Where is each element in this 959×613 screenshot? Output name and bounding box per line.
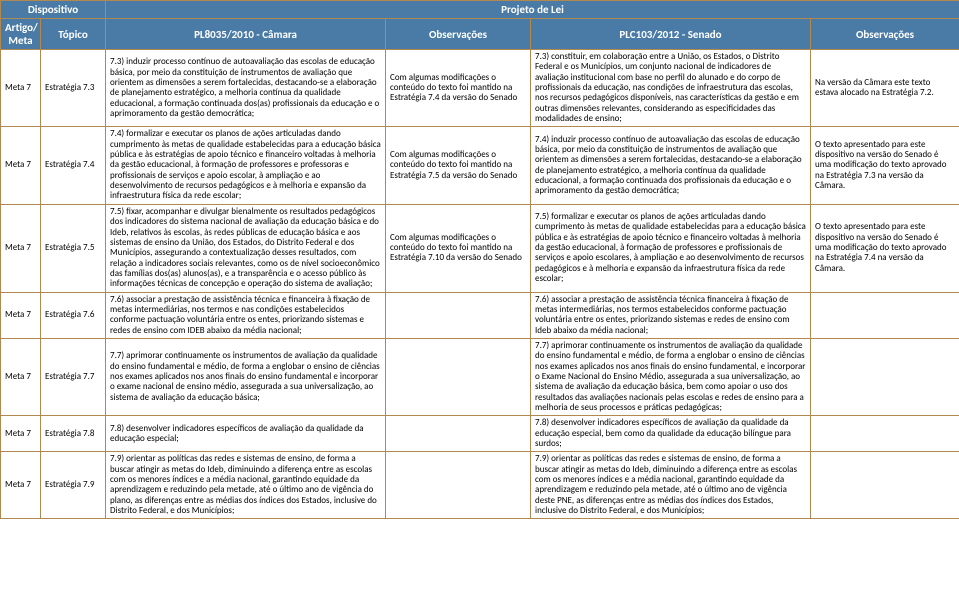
header-pl1: PL8035/2010 - Câmara <box>106 19 386 50</box>
table-row: Meta 7Estratégia 7.67.6) associar a pres… <box>1 292 959 338</box>
cell-obs1 <box>386 292 531 338</box>
cell-topico: Estratégia 7.6 <box>41 292 106 338</box>
cell-obs2 <box>811 452 959 519</box>
cell-pl2: 7.8) desenvolver indicadores específicos… <box>531 416 811 452</box>
table-row: Meta 7Estratégia 7.77.7) aprimorar conti… <box>1 338 959 415</box>
cell-artigo: Meta 7 <box>1 338 41 415</box>
cell-topico: Estratégia 7.7 <box>41 338 106 415</box>
cell-pl1: 7.6) associar a prestação de assistência… <box>106 292 386 338</box>
cell-obs2 <box>811 338 959 415</box>
cell-pl1: 7.7) aprimorar continuamente os instrume… <box>106 338 386 415</box>
header-dispositivo: Dispositivo <box>1 1 106 19</box>
cell-pl1: 7.5) fixar, acompanhar e divulgar bienal… <box>106 204 386 292</box>
cell-obs2: O texto apresentado para este dispositiv… <box>811 127 959 204</box>
cell-artigo: Meta 7 <box>1 204 41 292</box>
cell-artigo: Meta 7 <box>1 127 41 204</box>
cell-pl2: 7.9) orientar as políticas das redes e s… <box>531 452 811 519</box>
header-obs2: Observações <box>811 19 959 50</box>
cell-topico: Estratégia 7.9 <box>41 452 106 519</box>
cell-pl1: 7.4) formalizar e executar os planos de … <box>106 127 386 204</box>
header-pl2: PLC103/2012 - Senado <box>531 19 811 50</box>
cell-obs1: Com algumas modificações o conteúdo do t… <box>386 127 531 204</box>
table-row: Meta 7Estratégia 7.47.4) formalizar e ex… <box>1 127 959 204</box>
table-row: Meta 7Estratégia 7.87.8) desenvolver ind… <box>1 416 959 452</box>
cell-pl2: 7.4) induzir processo contínuo de autoav… <box>531 127 811 204</box>
cell-pl1: 7.9) orientar as políticas das redes e s… <box>106 452 386 519</box>
cell-pl1: 7.3) induzir processo contínuo de autoav… <box>106 50 386 127</box>
header-projeto: Projeto de Lei <box>106 1 959 19</box>
header-topico: Tópico <box>41 19 106 50</box>
comparison-table: Dispositivo Projeto de Lei Artigo/ Meta … <box>0 0 959 519</box>
cell-artigo: Meta 7 <box>1 292 41 338</box>
cell-obs1: Com algumas modificações o conteúdo do t… <box>386 50 531 127</box>
cell-obs1 <box>386 338 531 415</box>
cell-obs2 <box>811 292 959 338</box>
cell-pl1: 7.8) desenvolver indicadores específicos… <box>106 416 386 452</box>
cell-pl2: 7.6) associar a prestação de assistência… <box>531 292 811 338</box>
cell-topico: Estratégia 7.4 <box>41 127 106 204</box>
cell-pl2: 7.3) constituir, em colaboração entre a … <box>531 50 811 127</box>
cell-obs2: O texto apresentado para este dispositiv… <box>811 204 959 292</box>
cell-artigo: Meta 7 <box>1 416 41 452</box>
cell-artigo: Meta 7 <box>1 452 41 519</box>
cell-pl2: 7.5) formalizar e executar os planos de … <box>531 204 811 292</box>
cell-topico: Estratégia 7.3 <box>41 50 106 127</box>
cell-obs1: Com algumas modificações o conteúdo do t… <box>386 204 531 292</box>
cell-obs2: Na versão da Câmara este texto estava al… <box>811 50 959 127</box>
table-row: Meta 7Estratégia 7.37.3) induzir process… <box>1 50 959 127</box>
header-obs1: Observações <box>386 19 531 50</box>
table-row: Meta 7Estratégia 7.57.5) fixar, acompanh… <box>1 204 959 292</box>
cell-obs1 <box>386 416 531 452</box>
cell-obs2 <box>811 416 959 452</box>
cell-obs1 <box>386 452 531 519</box>
header-artigo: Artigo/ Meta <box>1 19 41 50</box>
cell-artigo: Meta 7 <box>1 50 41 127</box>
cell-topico: Estratégia 7.5 <box>41 204 106 292</box>
cell-pl2: 7.7) aprimorar continuamente os instrume… <box>531 338 811 415</box>
cell-topico: Estratégia 7.8 <box>41 416 106 452</box>
table-row: Meta 7Estratégia 7.97.9) orientar as pol… <box>1 452 959 519</box>
